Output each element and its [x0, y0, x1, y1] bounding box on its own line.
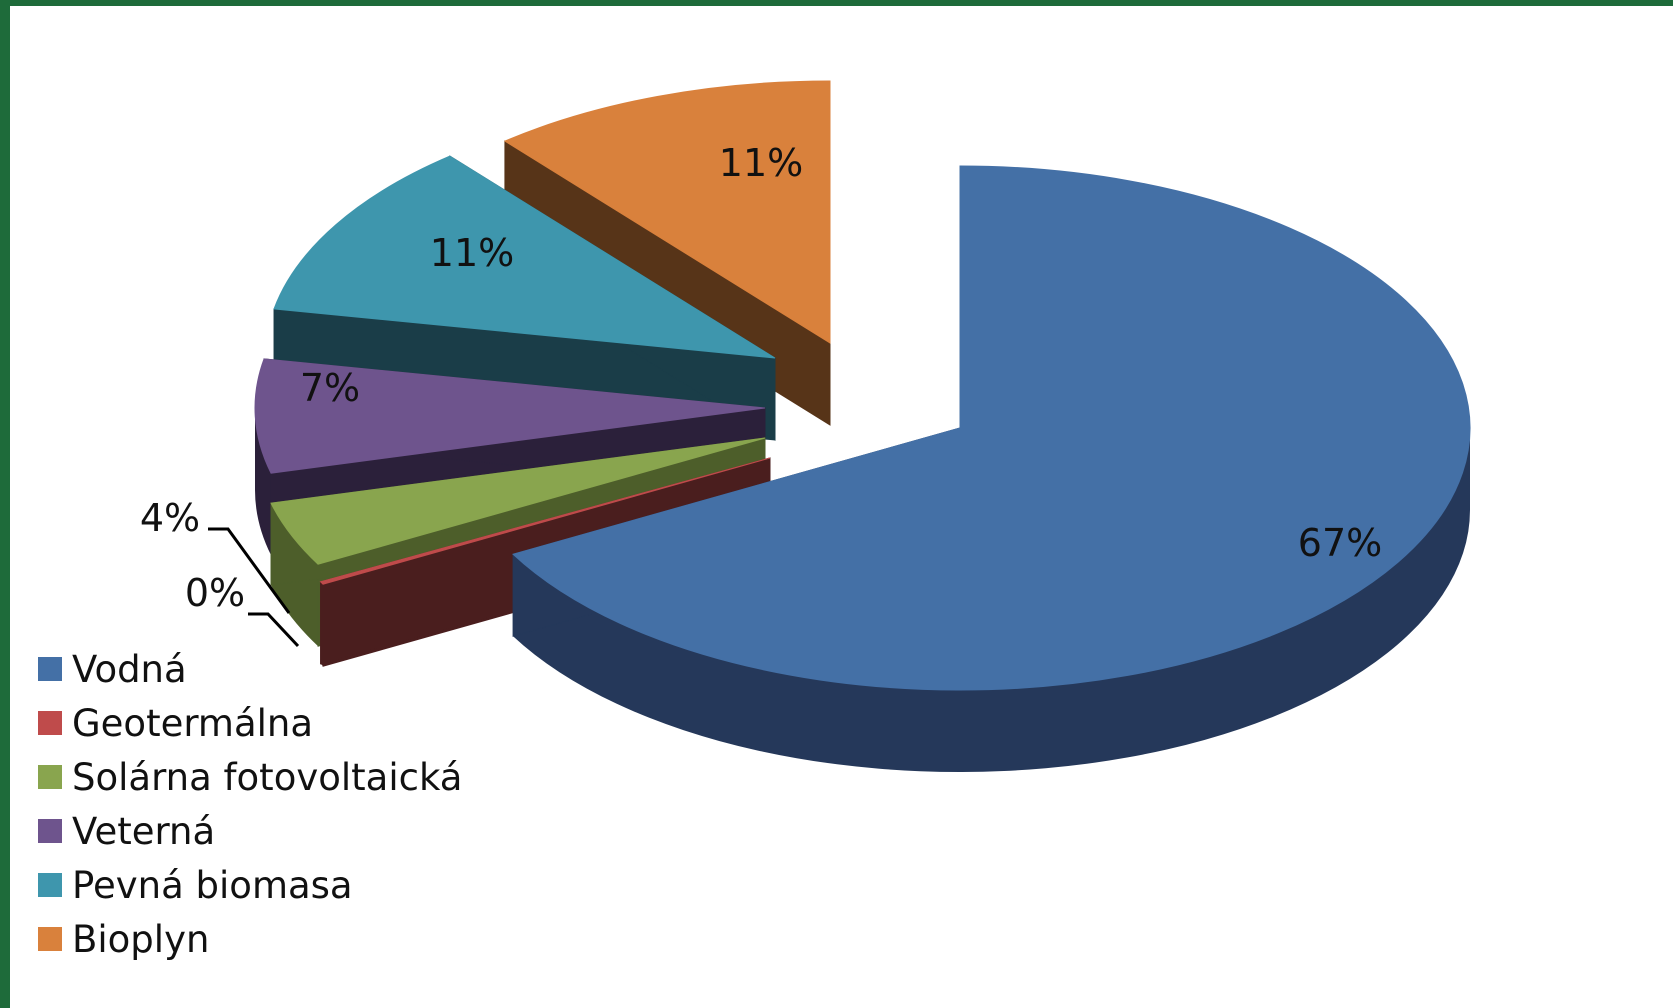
- slice-geotermalna-top: [319, 457, 771, 585]
- slice-bioplyn-top: [503, 80, 831, 344]
- legend-item-geotermalna: Geotermálna: [38, 696, 462, 750]
- pie-chart: 67% 0% 4% 7% 11% 11%: [140, 80, 1471, 773]
- slice-veterna-top: [254, 358, 766, 474]
- legend-item-pevna-biomasa: Pevná biomasa: [38, 858, 462, 912]
- leader-line-geotermalna: [248, 612, 300, 648]
- legend-swatch: [38, 765, 62, 789]
- legend-item-vodna: Vodná: [38, 642, 462, 696]
- slice-vodna: [512, 165, 1471, 773]
- legend-item-solarna-fotovoltaicka: Solárna fotovoltaická: [38, 750, 462, 804]
- legend: Vodná Geotermálna Solárna fotovoltaická Vet…: [38, 642, 462, 966]
- legend-swatch: [38, 711, 62, 735]
- slice-pevna-biomasa-top: [273, 155, 776, 359]
- data-label-geotermalna: 0%: [185, 571, 245, 615]
- legend-label: Vodná: [72, 647, 187, 691]
- legend-label: Solárna fotovoltaická: [72, 755, 463, 799]
- data-label-vodna: 67%: [1298, 521, 1382, 565]
- slice-vodna-outer-wall: [513, 428, 1470, 773]
- leader-line-solarna-fotovoltaicka: [208, 527, 291, 614]
- data-label-pevna-biomasa: 11%: [430, 231, 514, 275]
- slice-solarna-fotovoltaicka-top: [270, 437, 766, 565]
- legend-item-veterna: Veterná: [38, 804, 462, 858]
- slice-vodna-top: [512, 165, 1471, 691]
- legend-label: Geotermálna: [72, 701, 314, 745]
- chart-frame: 67% 0% 4% 7% 11% 11% Vodná Geotermálna Solárna …: [10, 6, 1673, 1008]
- data-label-veterna: 7%: [300, 366, 360, 410]
- legend-label: Bioplyn: [72, 917, 210, 961]
- legend-label: Veterná: [72, 809, 216, 853]
- legend-swatch: [38, 927, 62, 951]
- legend-label: Pevná biomasa: [72, 863, 353, 907]
- legend-item-bioplyn: Bioplyn: [38, 912, 462, 966]
- legend-swatch: [38, 819, 62, 843]
- legend-swatch: [38, 657, 62, 681]
- data-label-solarna-fotovoltaicka: 4%: [140, 496, 200, 540]
- data-label-bioplyn: 11%: [719, 141, 803, 185]
- legend-swatch: [38, 873, 62, 897]
- slice-veterna-outer-wall: [255, 408, 272, 556]
